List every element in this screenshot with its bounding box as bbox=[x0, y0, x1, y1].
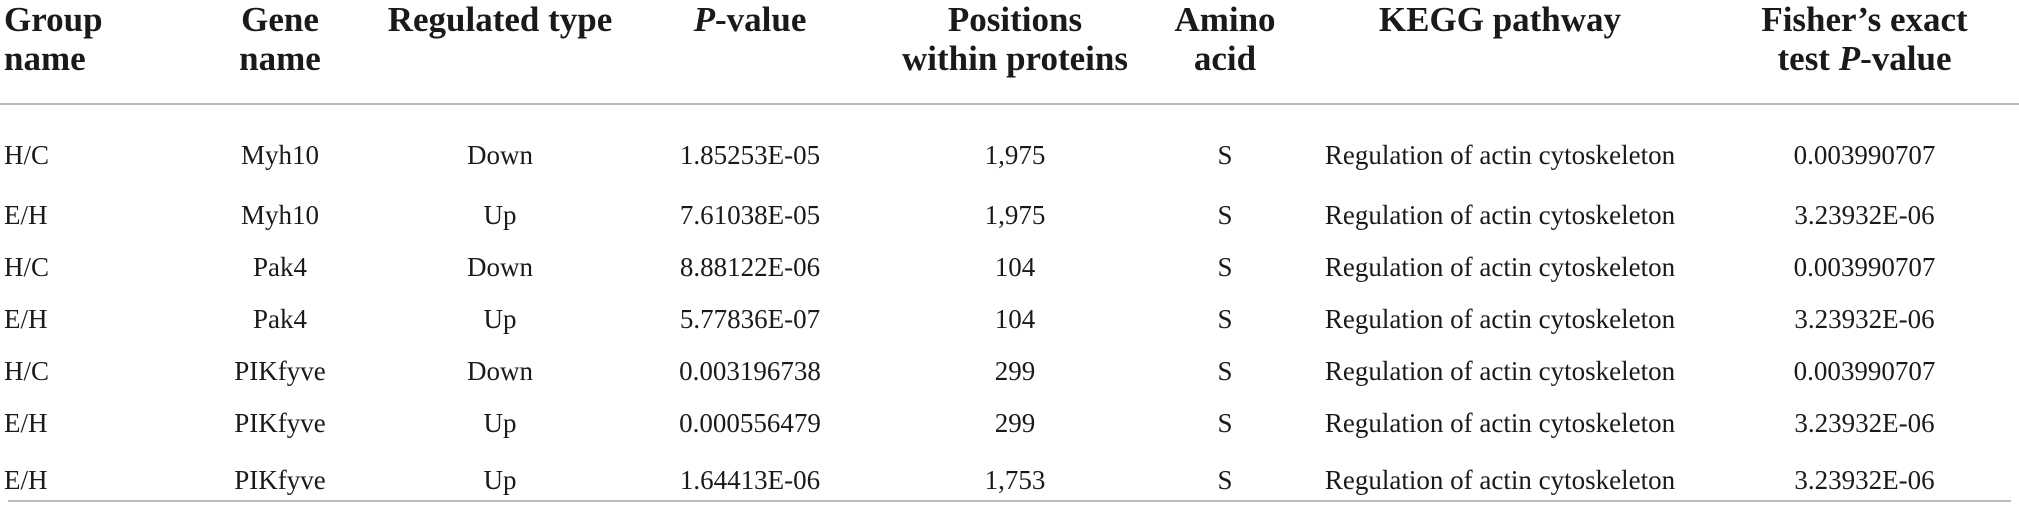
cell-kegg: Regulation of actin cytoskeleton bbox=[1324, 355, 1676, 386]
cell-position: 299 bbox=[994, 407, 1036, 438]
table-row: H/C Myh10 Down 1.85253E-05 1,975 S Regul… bbox=[0, 104, 2019, 189]
table-row: H/C Pak4 Down 8.88122E-06 104 S Regulati… bbox=[0, 241, 2019, 293]
cell-type: Down bbox=[467, 251, 533, 282]
cell-position: 1,753 bbox=[984, 464, 1046, 495]
cell-type: Up bbox=[483, 199, 517, 230]
cell-amino-acid: S bbox=[1217, 464, 1233, 495]
header-amino-acid: Amino acid bbox=[1174, 0, 1276, 78]
header-row: Group name Gene name Regulated type P-va… bbox=[0, 0, 2019, 104]
cell-kegg: Regulation of actin cytoskeleton bbox=[1324, 199, 1676, 230]
table-bottom-rule bbox=[8, 500, 2011, 502]
cell-position: 1,975 bbox=[984, 139, 1046, 170]
cell-p-value: 7.61038E-05 bbox=[679, 199, 821, 230]
header-kegg-pathway: KEGG pathway bbox=[1378, 0, 1622, 39]
cell-gene: Pak4 bbox=[253, 303, 307, 334]
header-p-value: P-value bbox=[693, 0, 807, 39]
cell-fisher: 3.23932E-06 bbox=[1794, 199, 1935, 230]
cell-gene: Myh10 bbox=[240, 139, 319, 170]
header-group-name: Group name bbox=[4, 0, 103, 78]
cell-amino-acid: S bbox=[1217, 139, 1233, 170]
cell-p-value: 5.77836E-07 bbox=[679, 303, 821, 334]
cell-amino-acid: S bbox=[1217, 355, 1233, 386]
cell-type: Up bbox=[483, 303, 517, 334]
cell-p-value: 0.000556479 bbox=[679, 407, 821, 438]
cell-gene: PIKfyve bbox=[234, 407, 326, 438]
cell-amino-acid: S bbox=[1217, 199, 1233, 230]
cell-kegg: Regulation of actin cytoskeleton bbox=[1324, 251, 1676, 282]
cell-p-value: 1.64413E-06 bbox=[679, 464, 821, 495]
cell-p-value: 8.88122E-06 bbox=[679, 251, 821, 282]
cell-position: 104 bbox=[994, 251, 1036, 282]
cell-gene: PIKfyve bbox=[234, 355, 326, 386]
cell-fisher: 0.003990707 bbox=[1793, 139, 1936, 170]
cell-kegg: Regulation of actin cytoskeleton bbox=[1324, 464, 1676, 495]
cell-gene: Pak4 bbox=[253, 251, 307, 282]
cell-amino-acid: S bbox=[1217, 251, 1233, 282]
table-row: H/C PIKfyve Down 0.003196738 299 S Regul… bbox=[0, 345, 2019, 397]
cell-p-value: 1.85253E-05 bbox=[679, 139, 821, 170]
cell-group: H/C bbox=[4, 139, 50, 170]
cell-group: E/H bbox=[4, 303, 48, 334]
cell-position: 1,975 bbox=[984, 199, 1046, 230]
cell-fisher: 0.003990707 bbox=[1793, 355, 1936, 386]
cell-position: 104 bbox=[994, 303, 1036, 334]
cell-type: Down bbox=[467, 355, 533, 386]
cell-fisher: 3.23932E-06 bbox=[1794, 303, 1935, 334]
cell-group: E/H bbox=[4, 464, 48, 495]
header-gene-name: Gene name bbox=[239, 0, 321, 78]
cell-fisher: 3.23932E-06 bbox=[1794, 407, 1935, 438]
cell-type: Down bbox=[467, 139, 533, 170]
table-row: E/H Myh10 Up 7.61038E-05 1,975 S Regulat… bbox=[0, 189, 2019, 241]
cell-amino-acid: S bbox=[1217, 407, 1233, 438]
cell-type: Up bbox=[483, 407, 517, 438]
cell-group: H/C bbox=[4, 251, 50, 282]
cell-group: H/C bbox=[4, 355, 50, 386]
cell-fisher: 3.23932E-06 bbox=[1794, 464, 1935, 495]
cell-gene: Myh10 bbox=[240, 199, 319, 230]
header-fisher-p-value: Fisher’s exact test P-value bbox=[1761, 0, 1968, 78]
header-positions: Positions within proteins bbox=[902, 0, 1128, 78]
cell-kegg: Regulation of actin cytoskeleton bbox=[1324, 303, 1676, 334]
cell-amino-acid: S bbox=[1217, 303, 1233, 334]
cell-group: E/H bbox=[4, 199, 48, 230]
cell-fisher: 0.003990707 bbox=[1793, 251, 1936, 282]
cell-p-value: 0.003196738 bbox=[679, 355, 821, 386]
cell-position: 299 bbox=[994, 355, 1036, 386]
cell-kegg: Regulation of actin cytoskeleton bbox=[1324, 407, 1676, 438]
table-page: Group name Gene name Regulated type P-va… bbox=[0, 0, 2019, 502]
header-regulated-type: Regulated type bbox=[387, 0, 613, 39]
cell-type: Up bbox=[483, 464, 517, 495]
table-row: E/H PIKfyve Up 1.64413E-06 1,753 S Regul… bbox=[0, 449, 2019, 521]
cell-group: E/H bbox=[4, 407, 48, 438]
cell-gene: PIKfyve bbox=[234, 464, 326, 495]
cell-kegg: Regulation of actin cytoskeleton bbox=[1324, 139, 1676, 170]
table-row: E/H Pak4 Up 5.77836E-07 104 S Regulation… bbox=[0, 293, 2019, 345]
table-row: E/H PIKfyve Up 0.000556479 299 S Regulat… bbox=[0, 397, 2019, 449]
